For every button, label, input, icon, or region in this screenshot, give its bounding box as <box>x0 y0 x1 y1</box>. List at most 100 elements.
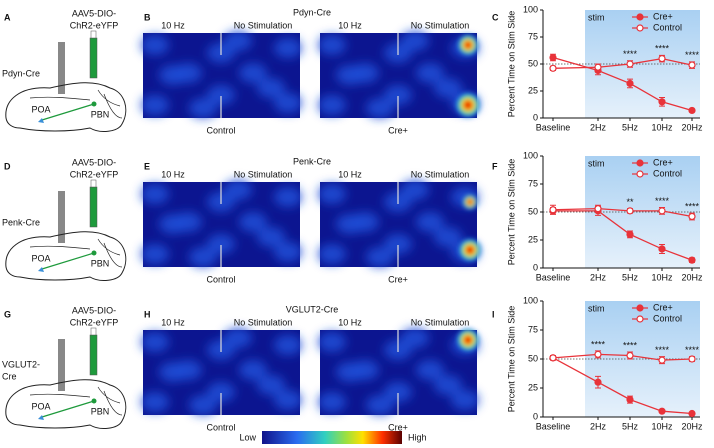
condition-label: No Stimulation <box>411 317 470 327</box>
significance: **** <box>685 345 700 355</box>
heatmap-title: Pdyn-Cre <box>293 7 331 17</box>
panel-letter: B <box>144 12 151 22</box>
x-tick-label: 5Hz <box>622 421 639 431</box>
panel-letter: F <box>492 161 498 171</box>
y-tick-label: 75 <box>528 31 538 41</box>
panel-letter: D <box>4 161 11 171</box>
point <box>688 355 696 363</box>
significance: **** <box>655 44 670 54</box>
y-tick-label: 75 <box>528 178 538 188</box>
point <box>688 256 696 264</box>
point <box>549 206 557 214</box>
injection-label: AAV5-DIO- <box>72 157 116 167</box>
mouse-label: Penk-Cre <box>2 217 40 227</box>
heatmap <box>318 31 481 118</box>
legend-label: Control <box>653 22 682 32</box>
brain-detail <box>29 89 123 119</box>
point <box>549 354 557 362</box>
heat-blob <box>189 98 217 118</box>
heat-blob <box>141 332 169 352</box>
injection-label: ChR2-eYFP <box>70 169 119 179</box>
panel-letter: H <box>144 309 151 319</box>
legend-label: Cre+ <box>653 11 673 21</box>
heatmap <box>141 328 302 415</box>
significance: **** <box>685 201 700 211</box>
panel-letter: C <box>492 12 499 22</box>
heatmap <box>318 328 480 415</box>
heatmap-title: Penk-Cre <box>293 156 331 166</box>
syringe <box>89 37 98 79</box>
brain-outline <box>5 379 127 429</box>
heat-blob <box>159 214 187 234</box>
x-tick-label: 2Hz <box>590 272 607 282</box>
heat-blob <box>451 390 479 410</box>
heatmap-label: Control <box>206 422 235 432</box>
heat-blob <box>318 35 346 55</box>
brain-outline <box>5 82 127 132</box>
point <box>658 407 666 415</box>
frequency-label: 10 Hz <box>161 169 185 179</box>
panel-letter: I <box>492 309 495 319</box>
y-tick-label: 0 <box>533 112 538 122</box>
fiber <box>58 339 65 391</box>
legend-marker <box>636 315 644 323</box>
heat-blob <box>318 392 346 412</box>
heat-blob <box>189 395 217 415</box>
y-axis-label: Percent Time on Stim Side <box>506 159 516 266</box>
heat-blob <box>141 392 169 412</box>
heatmap-label: Control <box>206 274 235 284</box>
y-tick-label: 50 <box>528 353 538 363</box>
panel-letter: A <box>4 12 11 22</box>
pbn-dot <box>91 250 97 256</box>
point <box>594 205 602 213</box>
x-tick-label: 2Hz <box>590 421 607 431</box>
heat-blob <box>224 180 252 200</box>
condition-label: No Stimulation <box>411 20 470 30</box>
heat-blob <box>257 227 285 247</box>
fiber <box>58 191 65 243</box>
point <box>626 230 634 238</box>
heat-blob <box>416 360 444 380</box>
shade-label: stim <box>588 303 605 313</box>
panel-letter: G <box>4 309 11 319</box>
y-tick-label: 25 <box>528 85 538 95</box>
y-tick-label: 75 <box>528 324 538 334</box>
heat-blob <box>159 65 187 85</box>
y-tick-label: 25 <box>528 382 538 392</box>
projection <box>41 252 95 270</box>
heat-blob <box>318 332 346 352</box>
significance: **** <box>655 196 670 206</box>
region-label: POA <box>31 401 50 411</box>
y-tick-label: 50 <box>528 58 538 68</box>
condition-label: No Stimulation <box>411 169 470 179</box>
mouse-label: Pdyn-Cre <box>2 68 40 78</box>
frequency-label: 10 Hz <box>161 20 185 30</box>
fiber <box>58 42 65 94</box>
point <box>594 378 602 386</box>
x-tick-label: 10Hz <box>651 421 673 431</box>
heatmap-title: VGLUT2-Cre <box>286 304 339 314</box>
point <box>658 245 666 253</box>
significance: **** <box>623 49 638 59</box>
syringe-tip <box>90 30 97 39</box>
heat-blob <box>224 328 252 348</box>
legend-label: Control <box>653 168 682 178</box>
x-tick-label: 10Hz <box>651 122 673 132</box>
x-tick-label: Baseline <box>536 421 571 431</box>
heat-blob <box>274 242 302 262</box>
condition-label: No Stimulation <box>234 317 293 327</box>
heat-blob <box>366 247 394 267</box>
significance: **** <box>623 340 638 350</box>
region-label: POA <box>31 104 50 114</box>
heat-blob <box>239 63 267 83</box>
hotspot <box>456 328 480 352</box>
y-tick-label: 100 <box>523 4 538 14</box>
mouse-label: Cre <box>2 371 17 381</box>
region-label: PBN <box>91 109 110 119</box>
y-tick-label: 25 <box>528 234 538 244</box>
heat-blob <box>384 382 412 402</box>
heat-blob <box>366 98 394 118</box>
heat-blob <box>318 244 346 264</box>
legend-marker <box>636 304 644 312</box>
heat-blob <box>207 234 235 254</box>
